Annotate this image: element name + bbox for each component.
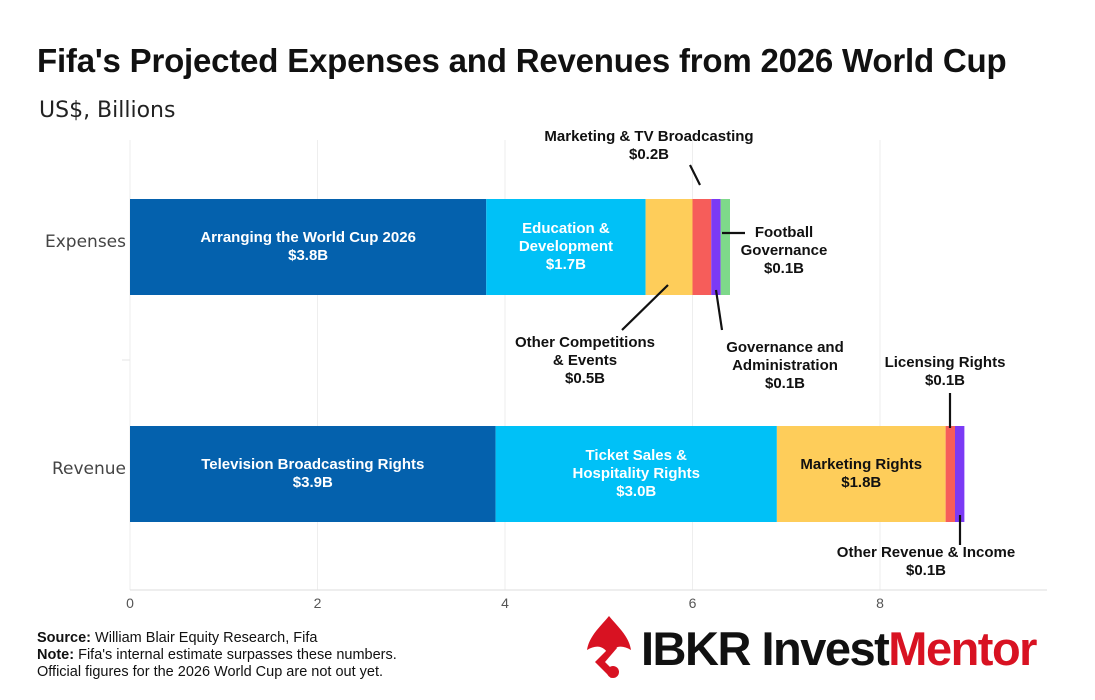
callout-label-3-line-2: $0.1B	[765, 375, 805, 392]
note-line-2: Official figures for the 2026 World Cup …	[37, 664, 384, 680]
inside-label-1-line-2: $1.7B	[546, 256, 586, 273]
chart-subtitle: US$, Billions	[39, 98, 176, 123]
bar-segment-revenue-0	[130, 426, 496, 522]
callout-label-3-line-0: Governance and	[726, 339, 844, 356]
callout-label-4-line-0: Licensing Rights	[885, 354, 1006, 371]
callout-leader-2	[621, 284, 669, 331]
note-text-1: Fifa's internal estimate surpasses these…	[78, 647, 397, 663]
x-tick-label-6: 6	[689, 595, 697, 611]
y-category-label-revenue: Revenue	[52, 459, 126, 479]
stacked-bar-chart: 0 2 4 6 8 Expenses Revenue Arranging the World …	[45, 128, 1047, 611]
callout-label-1-line-0: Football	[755, 224, 813, 241]
callout-label-5-line-1: $0.1B	[906, 562, 946, 579]
chart-title: Fifa's Projected Expenses and Revenues f…	[37, 42, 1007, 79]
inside-label-2-line-0: Television Broadcasting Rights	[201, 456, 424, 473]
bar-segment-expenses-2	[645, 199, 693, 295]
bar-segment-revenue-3	[945, 426, 955, 522]
callout-label-2-line-1: & Events	[553, 352, 617, 369]
source-line: Source: William Blair Equity Research, F…	[37, 630, 397, 647]
bar-segment-revenue-4	[955, 426, 965, 522]
callout-label-4-line-1: $0.1B	[925, 372, 965, 389]
x-tick-label-8: 8	[876, 595, 884, 611]
inside-label-3-line-1: Hospitality Rights	[572, 465, 700, 482]
callout-label-2-line-0: Other Competitions	[515, 334, 655, 351]
ibkr-logo-icon	[587, 616, 631, 678]
inside-label-2-line-1: $3.9B	[293, 474, 333, 491]
inside-label-1-line-0: Education &	[522, 220, 610, 237]
x-tick-label-0: 0	[126, 595, 134, 611]
callout-label-1-line-2: $0.1B	[764, 260, 804, 277]
callout-label-0-line-0: Marketing & TV Broadcasting	[544, 128, 753, 145]
callout-label-5-line-0: Other Revenue & Income	[837, 544, 1015, 561]
callout-label-0-line-1: $0.2B	[629, 146, 669, 163]
x-tick-label-2: 2	[314, 595, 322, 611]
footer-notes: Source: William Blair Equity Research, F…	[37, 630, 397, 681]
ibkr-investmentor-logo: IBKR InvestMentor	[587, 616, 1037, 680]
callout-label-1-line-1: Governance	[741, 242, 828, 259]
inside-label-4-line-0: Marketing Rights	[800, 456, 922, 473]
logo-product-black: Invest	[761, 621, 889, 675]
inside-label-3-line-0: Ticket Sales &	[586, 447, 688, 464]
callout-leader-0	[689, 164, 701, 186]
callout-leader-3	[714, 289, 724, 331]
inside-label-0-line-0: Arranging the World Cup 2026	[200, 229, 416, 246]
y-category-label-expenses: Expenses	[45, 232, 126, 252]
bar-segment-revenue-2	[776, 426, 946, 522]
logo-product-red: Mentor	[888, 621, 1037, 675]
inside-label-0-line-1: $3.8B	[288, 247, 328, 264]
bar-segment-revenue-1	[495, 426, 777, 522]
x-tick-label-4: 4	[501, 595, 509, 611]
bar-segment-expenses-3	[692, 199, 712, 295]
bar-segment-expenses-5	[720, 199, 730, 295]
inside-label-4-line-1: $1.8B	[841, 474, 881, 491]
logo-brand: IBKR	[641, 621, 762, 675]
note-label: Note:	[37, 647, 75, 663]
callout-label-3-line-1: Administration	[732, 357, 838, 374]
source-label: Source:	[37, 630, 91, 646]
inside-label-1-line-1: Development	[519, 238, 613, 255]
source-text: William Blair Equity Research, Fifa	[95, 630, 318, 646]
bar-segment-expenses-1	[486, 199, 646, 295]
note-line: Note: Fifa's internal estimate surpasses…	[37, 647, 397, 664]
callout-label-2-line-2: $0.5B	[565, 370, 605, 387]
inside-label-3-line-2: $3.0B	[616, 483, 656, 500]
bar-segment-expenses-4	[711, 199, 721, 295]
bar-segment-expenses-0	[130, 199, 487, 295]
